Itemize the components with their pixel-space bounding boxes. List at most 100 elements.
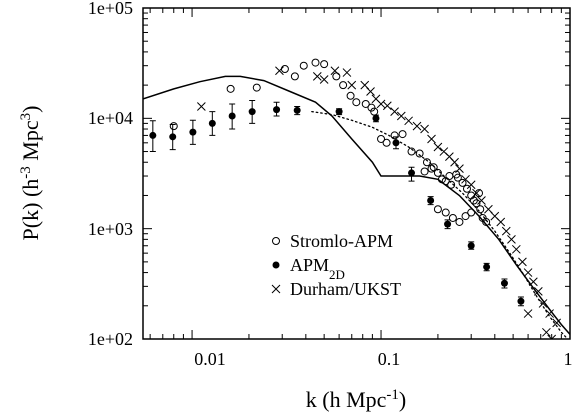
durham-ukst-point <box>390 107 399 116</box>
durham-ukst-point <box>538 299 548 308</box>
apm2d-point <box>208 119 216 127</box>
durham-ukst-point <box>496 217 506 227</box>
data-points <box>149 58 562 339</box>
stromlo-apm-point <box>367 103 376 112</box>
durham-ukst-point <box>376 99 386 109</box>
apm2d-point <box>500 279 508 287</box>
apm2d-point <box>408 169 416 177</box>
stromlo-apm-point <box>467 208 476 217</box>
x-tick-label-1: 1 <box>564 349 573 369</box>
durham-ukst-point <box>330 66 340 76</box>
y-tick-label-1e02: 1e+02 <box>88 329 133 349</box>
durham-ukst-point <box>404 116 413 126</box>
stromlo-apm-point <box>390 131 399 140</box>
model-curve-dotted <box>311 110 569 339</box>
apm2d-point <box>467 242 475 250</box>
apm2d-point <box>427 197 435 205</box>
legend-entry-apm2d: APM2D <box>272 255 345 282</box>
stromlo-apm-point <box>311 58 320 67</box>
apm2d-point <box>228 112 236 120</box>
durham-ukst-point <box>427 134 436 144</box>
stromlo-apm-point <box>420 167 429 176</box>
durham-ukst-point <box>466 180 476 190</box>
stromlo-apm-point <box>475 189 484 198</box>
durham-ukst-point <box>518 257 527 267</box>
plot-frame <box>142 7 571 340</box>
x-axis-label: k (h Mpc-1) <box>306 387 406 412</box>
stromlo-apm-point <box>280 64 289 73</box>
stromlo-apm-point <box>377 134 386 143</box>
stromlo-apm-point <box>299 61 308 70</box>
durham-ukst-point <box>552 318 562 328</box>
durham-ukst-point <box>319 75 329 84</box>
apm2d-point <box>149 131 157 139</box>
stromlo-apm-point <box>462 184 471 193</box>
durham-ukst-point <box>433 142 443 152</box>
durham-ukst-point <box>412 121 422 131</box>
legend-open-circle-icon <box>272 237 280 245</box>
stromlo-apm-point <box>482 217 491 226</box>
apm2d-point <box>517 297 525 305</box>
apm2d-point <box>372 114 380 122</box>
stromlo-apm-point <box>290 72 299 81</box>
durham-ukst-point <box>511 244 521 254</box>
stromlo-apm-point <box>320 60 329 69</box>
y-tick-label-1e05: 1e+05 <box>88 0 133 18</box>
durham-ukst-point <box>523 309 533 318</box>
apm2d-point <box>335 108 343 116</box>
apm2d-point <box>189 128 197 136</box>
stromlo-apm-point <box>447 180 456 189</box>
stromlo-apm-point <box>422 158 431 167</box>
durham-ukst-point <box>347 80 357 90</box>
durham-ukst-point <box>342 68 352 77</box>
stromlo-apm-point <box>427 164 436 173</box>
stromlo-apm-point <box>476 205 485 214</box>
durham-ukst-point <box>477 196 486 205</box>
apm2d-point <box>169 133 177 141</box>
y-axis-label: P(k) (h-3 Mpc3) <box>18 106 43 241</box>
legend-entry-stromlo-apm: Stromlo-APM <box>272 231 393 251</box>
stromlo-apm-point <box>472 199 481 208</box>
durham-ukst-point <box>529 277 538 287</box>
y-tick-label-1e04: 1e+04 <box>88 108 133 128</box>
durham-ukst-point <box>396 111 406 121</box>
stromlo-apm-point <box>382 138 391 147</box>
apm2d-point <box>248 108 256 116</box>
stromlo-apm-point <box>415 149 424 158</box>
durham-ukst-point <box>382 101 392 111</box>
model-curves <box>143 75 570 339</box>
durham-ukst-point <box>455 164 464 173</box>
apm2d-point <box>483 263 491 271</box>
durham-ukst-point <box>275 66 284 76</box>
stromlo-apm-point <box>332 72 341 81</box>
stromlo-apm-point <box>461 212 470 221</box>
stromlo-apm-point <box>441 208 450 217</box>
stromlo-apm-point <box>346 91 355 100</box>
legend-filled-circle-icon <box>272 261 280 269</box>
apm2d-point <box>392 139 400 147</box>
stromlo-apm-point <box>469 196 478 205</box>
durham-ukst-point <box>501 226 511 236</box>
stromlo-apm-point <box>361 99 370 108</box>
durham-ukst-point <box>542 327 551 337</box>
stromlo-apm-point <box>452 170 461 179</box>
axis-ticks <box>143 7 571 340</box>
stromlo-apm-point <box>433 168 442 177</box>
stromlo-apm-point <box>445 172 454 181</box>
durham-ukst-point <box>545 309 554 318</box>
legend-label-apm2d: APM2D <box>290 255 345 282</box>
x-tick-label-0.01: 0.01 <box>194 349 226 369</box>
legend-label-durham-ukst: Durham/UKST <box>290 279 401 299</box>
stromlo-apm-point <box>398 130 407 139</box>
stromlo-apm-point <box>352 98 361 107</box>
stromlo-apm-point <box>339 81 348 90</box>
y-tick-label-1e03: 1e+03 <box>88 219 133 239</box>
apm2d-point <box>444 220 452 228</box>
durham-ukst-point <box>523 268 533 277</box>
legend: Stromlo-APM APM2D Durham/UKST <box>271 231 401 299</box>
stromlo-apm-point <box>226 84 235 93</box>
durham-ukst-point <box>420 124 429 134</box>
stromlo-apm-point <box>433 205 442 214</box>
legend-entry-durham-ukst: Durham/UKST <box>271 279 401 299</box>
